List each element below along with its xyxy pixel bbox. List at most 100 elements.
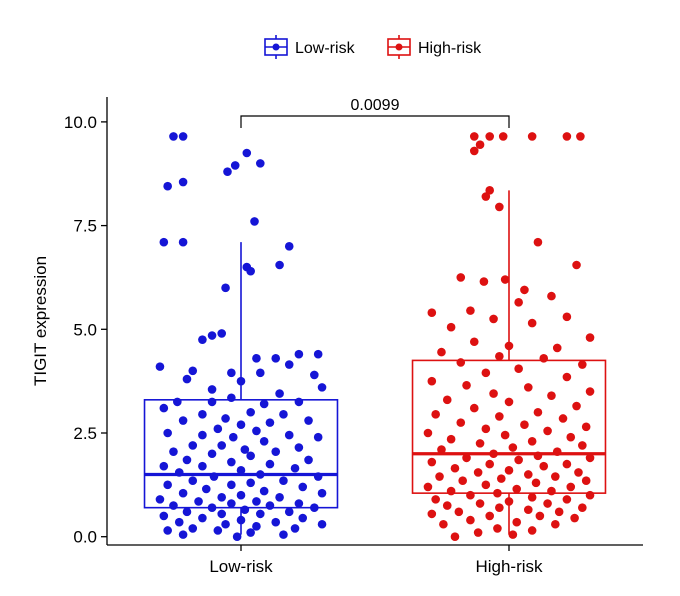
data-point — [252, 497, 261, 506]
data-point — [498, 132, 508, 141]
data-point — [504, 397, 514, 407]
data-point — [481, 424, 491, 434]
y-tick-label: 2.5 — [73, 424, 97, 443]
data-point — [198, 410, 207, 419]
data-point — [159, 403, 169, 413]
data-point — [275, 389, 284, 398]
data-point — [313, 432, 323, 442]
data-point — [279, 476, 288, 486]
data-point — [551, 519, 560, 529]
data-point — [423, 482, 433, 492]
data-point — [578, 503, 587, 512]
data-point — [462, 453, 471, 463]
data-point — [178, 132, 188, 141]
data-point — [217, 492, 227, 502]
data-point — [223, 167, 232, 176]
data-point — [435, 472, 444, 481]
data-point — [294, 443, 304, 452]
data-point — [442, 501, 452, 510]
data-point — [198, 513, 207, 523]
data-point — [535, 511, 545, 521]
data-point — [450, 463, 460, 473]
data-point — [475, 140, 485, 150]
data-point — [182, 455, 192, 465]
data-point — [562, 312, 572, 322]
data-point — [547, 486, 556, 496]
data-point — [163, 526, 172, 535]
data-point — [427, 308, 437, 318]
data-point — [294, 397, 304, 407]
data-point — [275, 492, 284, 502]
y-tick-label: 0.0 — [73, 528, 97, 547]
data-point — [265, 418, 275, 427]
data-point — [178, 530, 188, 539]
data-point — [201, 484, 211, 494]
data-point — [252, 354, 261, 363]
data-point — [446, 434, 456, 444]
data-point — [194, 497, 203, 506]
data-point — [504, 341, 514, 351]
box-high-risk — [411, 190, 607, 535]
legend-label: Low-risk — [295, 40, 356, 57]
data-point — [574, 468, 583, 477]
data-point — [504, 497, 514, 506]
data-point — [466, 490, 475, 500]
data-point — [533, 407, 543, 417]
data-point — [207, 503, 217, 512]
data-point — [236, 376, 246, 386]
data-point — [543, 499, 552, 508]
data-point — [294, 349, 304, 359]
data-point — [562, 132, 572, 141]
data-point — [155, 362, 165, 371]
data-point — [232, 532, 242, 542]
data-point — [242, 148, 252, 158]
data-point — [221, 283, 230, 293]
data-point — [508, 443, 518, 452]
data-point — [469, 337, 479, 347]
data-point — [514, 298, 523, 307]
data-point — [527, 132, 537, 141]
data-point — [581, 422, 591, 432]
data-point — [456, 273, 466, 282]
data-point — [310, 370, 319, 380]
data-point — [495, 412, 504, 421]
data-point — [207, 385, 217, 394]
data-point — [489, 314, 498, 324]
data-point — [313, 349, 323, 359]
data-point — [495, 202, 504, 212]
data-point — [213, 424, 223, 434]
data-point — [155, 495, 165, 504]
data-point — [578, 441, 587, 450]
data-point — [504, 466, 514, 475]
data-point — [259, 399, 269, 409]
data-point — [207, 449, 217, 459]
data-point — [317, 488, 327, 498]
data-point — [547, 291, 556, 301]
data-point — [227, 393, 236, 403]
data-point — [512, 484, 522, 494]
p-value-label: 0.0099 — [351, 97, 400, 114]
data-point — [227, 368, 236, 378]
data-point — [485, 511, 495, 521]
y-axis-title: TIGIT expression — [31, 256, 50, 386]
data-point — [527, 526, 537, 535]
data-point — [562, 372, 572, 382]
data-point — [520, 420, 529, 430]
data-point — [437, 445, 446, 454]
data-point — [493, 488, 502, 498]
data-point — [290, 524, 300, 533]
data-point — [290, 463, 300, 473]
data-point — [182, 507, 192, 517]
data-point — [173, 397, 182, 407]
data-point — [284, 242, 294, 251]
data-point — [217, 329, 227, 338]
data-point — [450, 532, 460, 542]
data-point — [514, 364, 523, 374]
data-point — [159, 511, 169, 521]
data-point — [437, 347, 446, 357]
data-point — [456, 418, 466, 427]
data-point — [489, 449, 498, 459]
data-point — [255, 368, 265, 378]
x-tick-label: High-risk — [475, 557, 543, 576]
data-point — [246, 528, 255, 537]
